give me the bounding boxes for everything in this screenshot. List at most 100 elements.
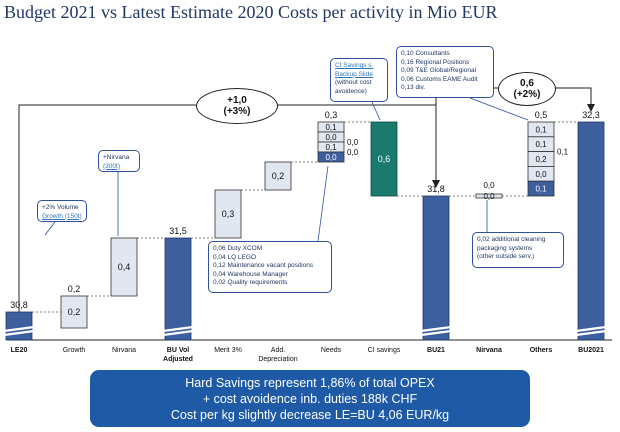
nirvana-callout: +Nirvana (300t) (98, 150, 140, 172)
bracket-right-b (554, 87, 592, 106)
data-label-bu2021: 32,3 (582, 110, 600, 120)
data-label-nirvana-2: 0,0 (483, 181, 495, 190)
segment-label-others-3: 0,0 (535, 170, 547, 179)
oval-left-value: +1,0 (227, 95, 247, 106)
x-tick-label-nirvana-2: Nirvana (112, 347, 136, 354)
bar-others-10-seg-4 (527, 180, 555, 197)
bracket-left-a (18, 104, 196, 312)
others-item: 0,10 Consultants (401, 50, 450, 57)
needs-item: 0,06 Duty XCOM (213, 245, 263, 252)
total-change-oval-left: +1,0 (+3%) (196, 88, 278, 124)
bar-bu-vol-adjusted-3-break-2 (162, 329, 194, 337)
segment-label-others-2: 0,2 (535, 155, 547, 164)
segment-label-needs-1: 0,0 (325, 133, 337, 142)
outside-label-growth: 0,2 (68, 284, 81, 294)
nirvana2-item: (other outside serv.) (477, 253, 535, 261)
others-item: 0,16 Regional Positions (401, 58, 470, 66)
ci-callout-pointer (371, 101, 381, 121)
banner-line-1: Hard Savings represent 1,86% of total OP… (185, 376, 435, 390)
others-details-callout: 0,10 Consultants 0,16 Regional Positions… (396, 46, 494, 98)
bar-needs-6-seg-3 (317, 151, 345, 163)
x-tick-label-add-dep-1: Add. (271, 347, 285, 354)
bar-bu2021-11-break (575, 325, 607, 333)
segment-label-needs-0: 0,1 (325, 123, 337, 132)
x-tick-label-growth-1: Growth (63, 347, 86, 354)
needs-item: 0,04 LQ LEGO (213, 253, 256, 261)
x-tick-label-ci-savings-7: CI savings (368, 347, 401, 354)
segment-label-needs-2: 0,1 (325, 143, 337, 152)
bar-bu2021-11-break-2 (575, 329, 607, 337)
oval-right-pct: (+2%) (513, 89, 541, 100)
others-item: 0,13 div. (401, 84, 426, 92)
others-callout-pointer (469, 97, 529, 121)
oval-left-pct: (+3%) (223, 106, 251, 117)
data-label-growth: 0,2 (68, 307, 81, 317)
nirvana2-item: packaging systems (477, 244, 533, 252)
data-label-add-depreciation: 0,2 (272, 171, 285, 181)
side-label-needs-1: 0,0 (347, 148, 359, 157)
bracket-left-arrow (432, 180, 440, 188)
others-item: 0,09 T&E Global/Regional (401, 67, 477, 75)
side-label-needs-0: 0,0 (347, 138, 359, 147)
data-label-bu21: 31,8 (427, 184, 445, 194)
x-tick-label-bu-vol-1: BU Vol (167, 347, 189, 354)
x-tick-label-needs-6: Needs (321, 347, 342, 354)
side-label-others-0: 0,1 (557, 148, 569, 157)
oval-right-value: 0,6 (520, 78, 534, 89)
segment-label-needs-3: 0,0 (325, 153, 337, 162)
bar-bu21-8-break (420, 325, 452, 333)
x-tick-label-merit-3-4: Merit 3% (214, 347, 242, 354)
growth-callout: +2% Volume Growth (150t) (37, 200, 87, 222)
summary-banner: Hard Savings represent 1,86% of total OP… (90, 370, 530, 427)
bar-bu21-8-break-2 (420, 329, 452, 337)
needs-callout-pointer (317, 165, 329, 242)
ci-callout-link-2[interactable]: Backup Slide (335, 70, 373, 78)
segment-label-others-4: 0,1 (535, 185, 547, 194)
segment-label-nirvana-2: 0,0 (483, 192, 495, 201)
bar-bu-vol-adjusted-3 (164, 237, 192, 341)
data-label-ci-savings: 0,6 (378, 154, 391, 164)
growth-callout-link[interactable]: Growth (150t) (42, 212, 82, 220)
bar-le20-0-break-2 (3, 329, 35, 337)
ci-callout-line3: (without cost (335, 79, 372, 87)
bar-bu2021-11 (577, 121, 605, 341)
bracket-right-arrow (587, 104, 595, 112)
x-tick-label-bu2021-11: BU2021 (578, 347, 604, 354)
x-tick-label-bu-vol-2: Adjusted (163, 356, 193, 363)
x-tick-label-add-dep-2: Depreciation (258, 356, 297, 363)
bar-bu21-8 (422, 195, 450, 341)
bar-merit-3-4 (214, 189, 242, 239)
nirvana2-item: 0,02 additional cleaning (477, 236, 546, 243)
x-tick-label-bu21-8: BU21 (427, 347, 445, 354)
segment-label-others-1: 0,1 (535, 140, 547, 149)
nirvana-callout-line1: +Nirvana (103, 154, 130, 161)
bar-add-depreciation-5 (264, 161, 292, 191)
bar-bu-vol-adjusted-3-break (162, 325, 194, 333)
others-item: 0,06 Customs EAME Audit (401, 75, 478, 83)
data-label-others: 0,5 (535, 110, 548, 120)
data-label-nirvana: 0,4 (118, 262, 131, 272)
growth-callout-line1: +2% Volume (42, 204, 79, 211)
bar-le20-0-break (3, 325, 35, 333)
bar-growth-1 (60, 295, 88, 329)
ci-callout-line4: avoidence) (335, 87, 367, 95)
needs-details-callout: 0,06 Duty XCOM 0,04 LQ LEGO 0,12 Mainten… (208, 241, 332, 293)
x-tick-label-others-10: Others (530, 347, 553, 354)
data-label-merit-3: 0,3 (222, 209, 235, 219)
ci-callout-link-1[interactable]: CI Savings s. (335, 62, 374, 69)
data-label-needs: 0,3 (325, 110, 338, 120)
chart-title: Budget 2021 vs Latest Estimate 2020 Cost… (4, 2, 498, 22)
x-tick-label-le20-0: LE20 (11, 347, 28, 354)
bar-le20-0 (5, 311, 33, 341)
nirvana2-details-callout: 0,02 additional cleaning packaging syste… (472, 232, 564, 268)
x-tick-label-nirvana-9: Nirvana (476, 347, 502, 354)
segment-label-others-0: 0,1 (535, 125, 547, 134)
nirvana-callout-link[interactable]: (300t) (103, 162, 120, 170)
total-change-oval-right: 0,6 (+2%) (498, 72, 556, 106)
needs-item: 0,02 Quality requirements (213, 279, 288, 287)
data-label-bu-vol-adjusted: 31,5 (169, 226, 187, 236)
growth-callout-pointer (44, 221, 56, 236)
banner-line-2: + cost avoidence inb. duties 188k CHF (202, 392, 418, 406)
bar-nirvana-2 (110, 237, 138, 297)
